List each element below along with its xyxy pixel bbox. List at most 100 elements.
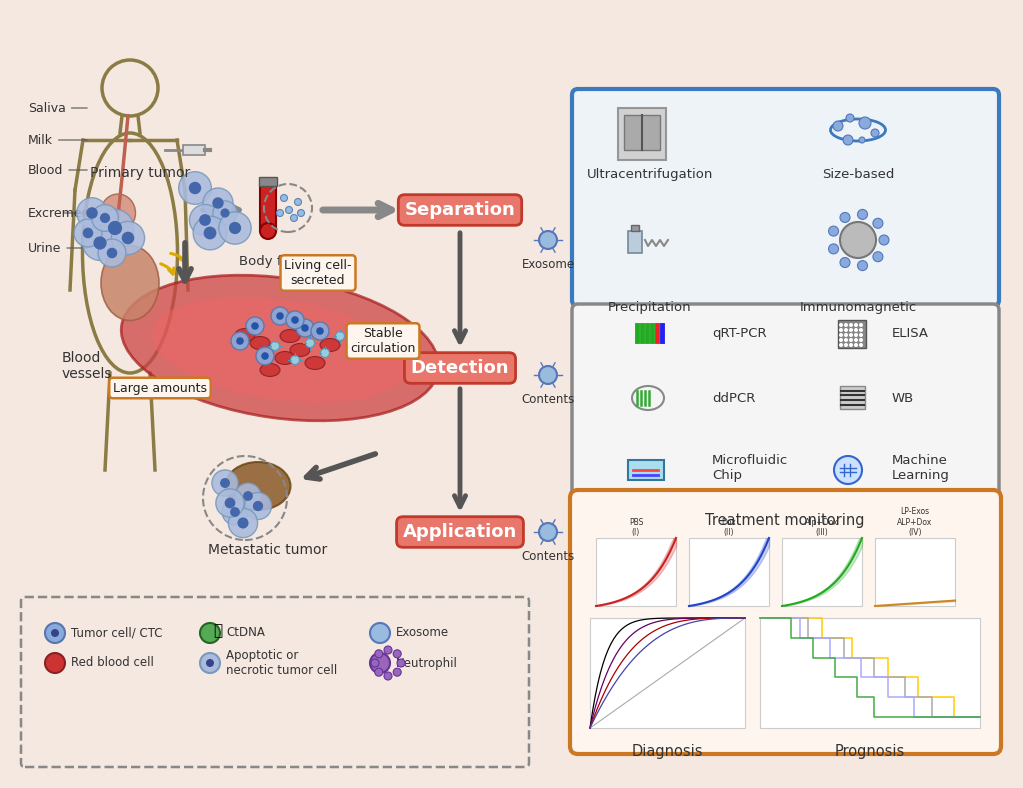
Circle shape: [212, 470, 238, 496]
Circle shape: [220, 208, 229, 217]
Bar: [875, 538, 955, 606]
Circle shape: [199, 214, 211, 226]
Circle shape: [231, 332, 249, 350]
Circle shape: [320, 348, 329, 358]
Circle shape: [374, 650, 383, 658]
Circle shape: [203, 188, 233, 218]
Circle shape: [189, 182, 202, 194]
Circle shape: [236, 337, 243, 345]
Text: Detection: Detection: [411, 359, 509, 377]
Circle shape: [859, 338, 863, 342]
Text: Large amounts: Large amounts: [113, 381, 207, 395]
Circle shape: [96, 210, 134, 247]
Circle shape: [859, 117, 871, 129]
Text: PBS
(I): PBS (I): [629, 518, 643, 537]
Bar: [259, 177, 277, 186]
Circle shape: [854, 343, 858, 347]
Circle shape: [219, 212, 252, 244]
Circle shape: [45, 653, 65, 673]
Circle shape: [844, 343, 848, 347]
Circle shape: [301, 324, 309, 332]
Circle shape: [849, 328, 853, 332]
Circle shape: [829, 244, 839, 254]
Circle shape: [74, 219, 102, 247]
Ellipse shape: [320, 339, 340, 351]
Text: Red blood cell: Red blood cell: [71, 656, 153, 670]
Circle shape: [374, 668, 383, 676]
Text: Primary tumor: Primary tumor: [90, 166, 190, 180]
Circle shape: [189, 204, 221, 236]
Circle shape: [844, 328, 848, 332]
Circle shape: [204, 227, 217, 240]
Circle shape: [839, 323, 843, 327]
Circle shape: [871, 129, 879, 137]
Circle shape: [45, 623, 65, 643]
Text: Ultracentrifugation: Ultracentrifugation: [587, 168, 713, 181]
Ellipse shape: [101, 246, 159, 321]
Circle shape: [222, 499, 248, 525]
Circle shape: [122, 232, 134, 244]
Circle shape: [857, 210, 868, 219]
Circle shape: [228, 508, 258, 537]
Text: Contents: Contents: [522, 550, 575, 563]
Bar: [624, 115, 660, 150]
Text: Machine
Learning: Machine Learning: [892, 454, 950, 482]
Circle shape: [213, 197, 224, 209]
Text: Milk: Milk: [28, 133, 87, 147]
Circle shape: [859, 323, 863, 327]
Text: Alp+Dox
(III): Alp+Dox (III): [805, 518, 839, 537]
Circle shape: [854, 338, 858, 342]
Ellipse shape: [260, 363, 280, 377]
FancyBboxPatch shape: [570, 490, 1000, 754]
Text: Immunomagnetic: Immunomagnetic: [799, 301, 917, 314]
Circle shape: [201, 623, 220, 643]
Circle shape: [384, 646, 392, 654]
Text: Tumor cell/ CTC: Tumor cell/ CTC: [71, 626, 163, 640]
Circle shape: [213, 201, 237, 225]
Text: Contents: Contents: [522, 393, 575, 406]
Circle shape: [253, 501, 263, 511]
Text: Precipitation: Precipitation: [609, 301, 692, 314]
Circle shape: [243, 491, 253, 501]
Text: Blood
vessels: Blood vessels: [62, 351, 113, 381]
Circle shape: [286, 311, 304, 329]
Text: Apoptotic or
necrotic tumor cell: Apoptotic or necrotic tumor cell: [226, 649, 338, 677]
Text: LP-Exos
ALP+Dox
(IV): LP-Exos ALP+Dox (IV): [897, 507, 933, 537]
Bar: [631, 225, 639, 231]
Circle shape: [854, 328, 858, 332]
Circle shape: [879, 235, 889, 245]
Bar: [840, 386, 865, 409]
Circle shape: [384, 672, 392, 680]
Circle shape: [216, 489, 244, 517]
Circle shape: [873, 251, 883, 262]
Circle shape: [285, 206, 293, 214]
Circle shape: [873, 218, 883, 229]
Text: WB: WB: [892, 392, 915, 404]
Text: Blood: Blood: [28, 163, 87, 177]
Bar: [690, 538, 769, 606]
Circle shape: [839, 338, 843, 342]
Text: Neutrophil: Neutrophil: [396, 656, 458, 670]
Circle shape: [840, 258, 850, 267]
Text: ddPCR: ddPCR: [712, 392, 755, 404]
Ellipse shape: [235, 329, 255, 341]
Circle shape: [306, 339, 314, 348]
Circle shape: [839, 343, 843, 347]
Circle shape: [292, 316, 299, 324]
Circle shape: [849, 343, 853, 347]
Ellipse shape: [305, 356, 325, 370]
Circle shape: [220, 478, 230, 488]
Circle shape: [370, 653, 390, 673]
Circle shape: [859, 137, 865, 143]
Circle shape: [854, 323, 858, 327]
Bar: [596, 538, 676, 606]
Circle shape: [370, 623, 390, 643]
Circle shape: [397, 659, 405, 667]
Text: ELISA: ELISA: [892, 326, 929, 340]
Circle shape: [51, 629, 59, 637]
Circle shape: [859, 333, 863, 337]
Text: Microfluidic
Chip: Microfluidic Chip: [712, 454, 789, 482]
Circle shape: [83, 228, 93, 238]
Ellipse shape: [290, 344, 310, 356]
Bar: [183, 145, 205, 155]
